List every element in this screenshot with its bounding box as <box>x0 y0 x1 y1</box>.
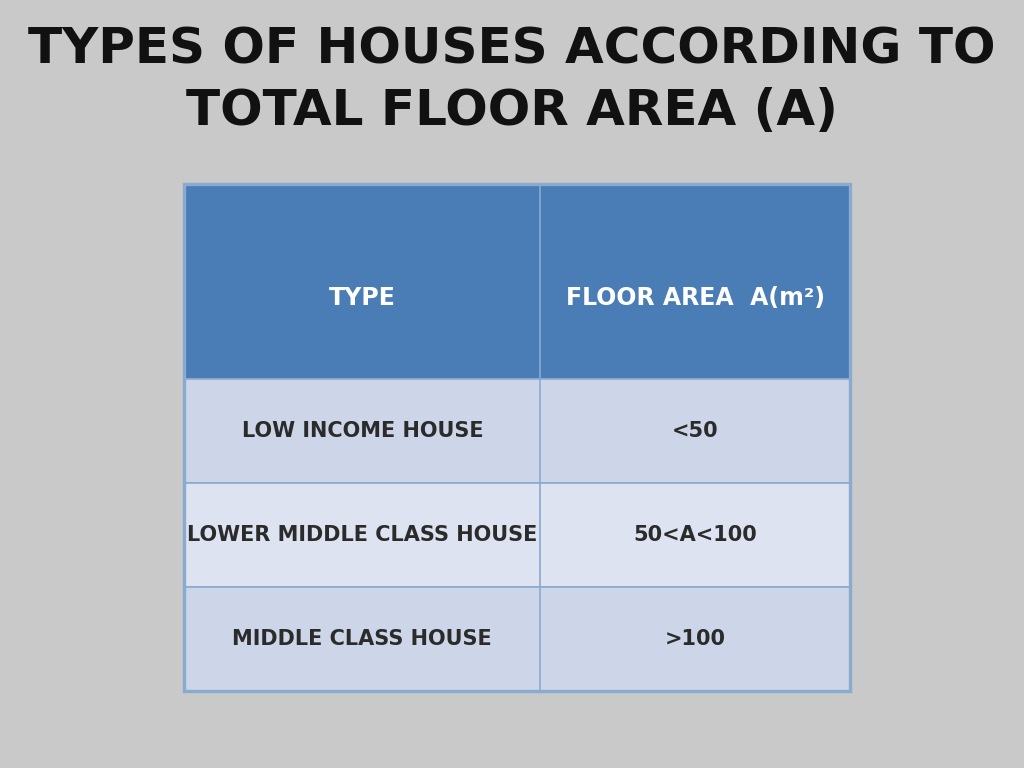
Text: TYPE: TYPE <box>329 286 396 310</box>
Text: LOW INCOME HOUSE: LOW INCOME HOUSE <box>242 422 483 442</box>
FancyBboxPatch shape <box>184 483 850 588</box>
FancyBboxPatch shape <box>184 379 850 483</box>
Text: FLOOR AREA  A(m²): FLOOR AREA A(m²) <box>565 286 824 310</box>
Text: >100: >100 <box>665 629 726 649</box>
Text: LOWER MIDDLE CLASS HOUSE: LOWER MIDDLE CLASS HOUSE <box>187 525 538 545</box>
FancyBboxPatch shape <box>184 588 850 691</box>
Text: MIDDLE CLASS HOUSE: MIDDLE CLASS HOUSE <box>232 629 493 649</box>
Text: 50<A<100: 50<A<100 <box>633 525 757 545</box>
Text: <50: <50 <box>672 422 719 442</box>
Text: TYPES OF HOUSES ACCORDING TO
TOTAL FLOOR AREA (A): TYPES OF HOUSES ACCORDING TO TOTAL FLOOR… <box>29 26 995 135</box>
FancyBboxPatch shape <box>184 184 850 379</box>
